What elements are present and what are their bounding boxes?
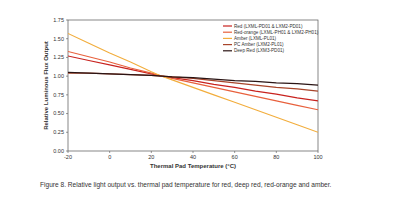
- legend-label: Red (LXML-PD01 & LXM2-PD01): [234, 24, 303, 29]
- y-tick-label: 1.75: [53, 17, 64, 23]
- legend-swatch: [223, 38, 232, 39]
- x-tick-label: -20: [64, 154, 72, 160]
- x-tick-label: 40: [190, 154, 196, 160]
- legend-label: Red-orange (LXML-PH01 & LXM2-PH01): [234, 30, 319, 35]
- series-line: [68, 33, 318, 132]
- y-tick-label: 0.00: [53, 148, 64, 154]
- legend-swatch: [223, 32, 232, 33]
- x-tick-label: 0: [108, 154, 111, 160]
- legend-swatch: [223, 25, 232, 26]
- y-axis-label: Relative Luminous Flux Output: [43, 41, 49, 130]
- y-tick-label: 1.25: [53, 54, 64, 60]
- chart: 0.00 0.25 0.50 0.75 1.00 1.25 1.50 1.75 -20 0 20 40…: [0, 0, 400, 202]
- legend-swatch: [223, 50, 232, 51]
- x-axis-label: Thermal Pad Temperature (°C): [150, 163, 236, 169]
- y-tick: [66, 113, 68, 114]
- y-tick: [66, 20, 68, 21]
- y-tick-label: 1.00: [53, 73, 64, 79]
- x-tick-label: 80: [273, 154, 279, 160]
- x-tick: [109, 151, 110, 153]
- x-tick: [68, 151, 69, 153]
- legend-label: Deep Red (LXM3-PD01): [234, 48, 285, 53]
- plot-frame: [68, 20, 318, 151]
- caption: Figure 8. Relative light output vs. ther…: [40, 181, 332, 189]
- legend-swatch: [223, 44, 232, 45]
- y-tick-label: 0.50: [53, 110, 64, 116]
- series-line: [68, 56, 318, 101]
- x-tick-label: 60: [232, 154, 238, 160]
- y-tick-label: 0.25: [53, 129, 64, 135]
- legend-label: PC Amber (LXM2-PL01): [234, 42, 284, 47]
- y-tick: [66, 38, 68, 39]
- y-tick-label: 0.75: [53, 92, 64, 98]
- plot-lines: [68, 33, 318, 132]
- series-line: [68, 72, 318, 85]
- y-tick: [66, 132, 68, 133]
- legend-label: Amber (LXML-PL01): [234, 36, 277, 41]
- y-tick: [66, 57, 68, 58]
- legend: Red (LXML-PD01 & LXM2-PD01)Red-orange (L…: [223, 24, 319, 54]
- y-tick: [66, 76, 68, 77]
- series-line: [68, 73, 318, 91]
- x-tick: [193, 151, 194, 153]
- series-line: [68, 51, 318, 109]
- y-tick: [66, 94, 68, 95]
- x-tick: [318, 151, 319, 153]
- x-tick: [276, 151, 277, 153]
- x-tick-label: 100: [313, 154, 322, 160]
- x-tick-label: 20: [148, 154, 154, 160]
- x-tick: [234, 151, 235, 153]
- y-tick-label: 1.50: [53, 36, 64, 42]
- x-tick: [151, 151, 152, 153]
